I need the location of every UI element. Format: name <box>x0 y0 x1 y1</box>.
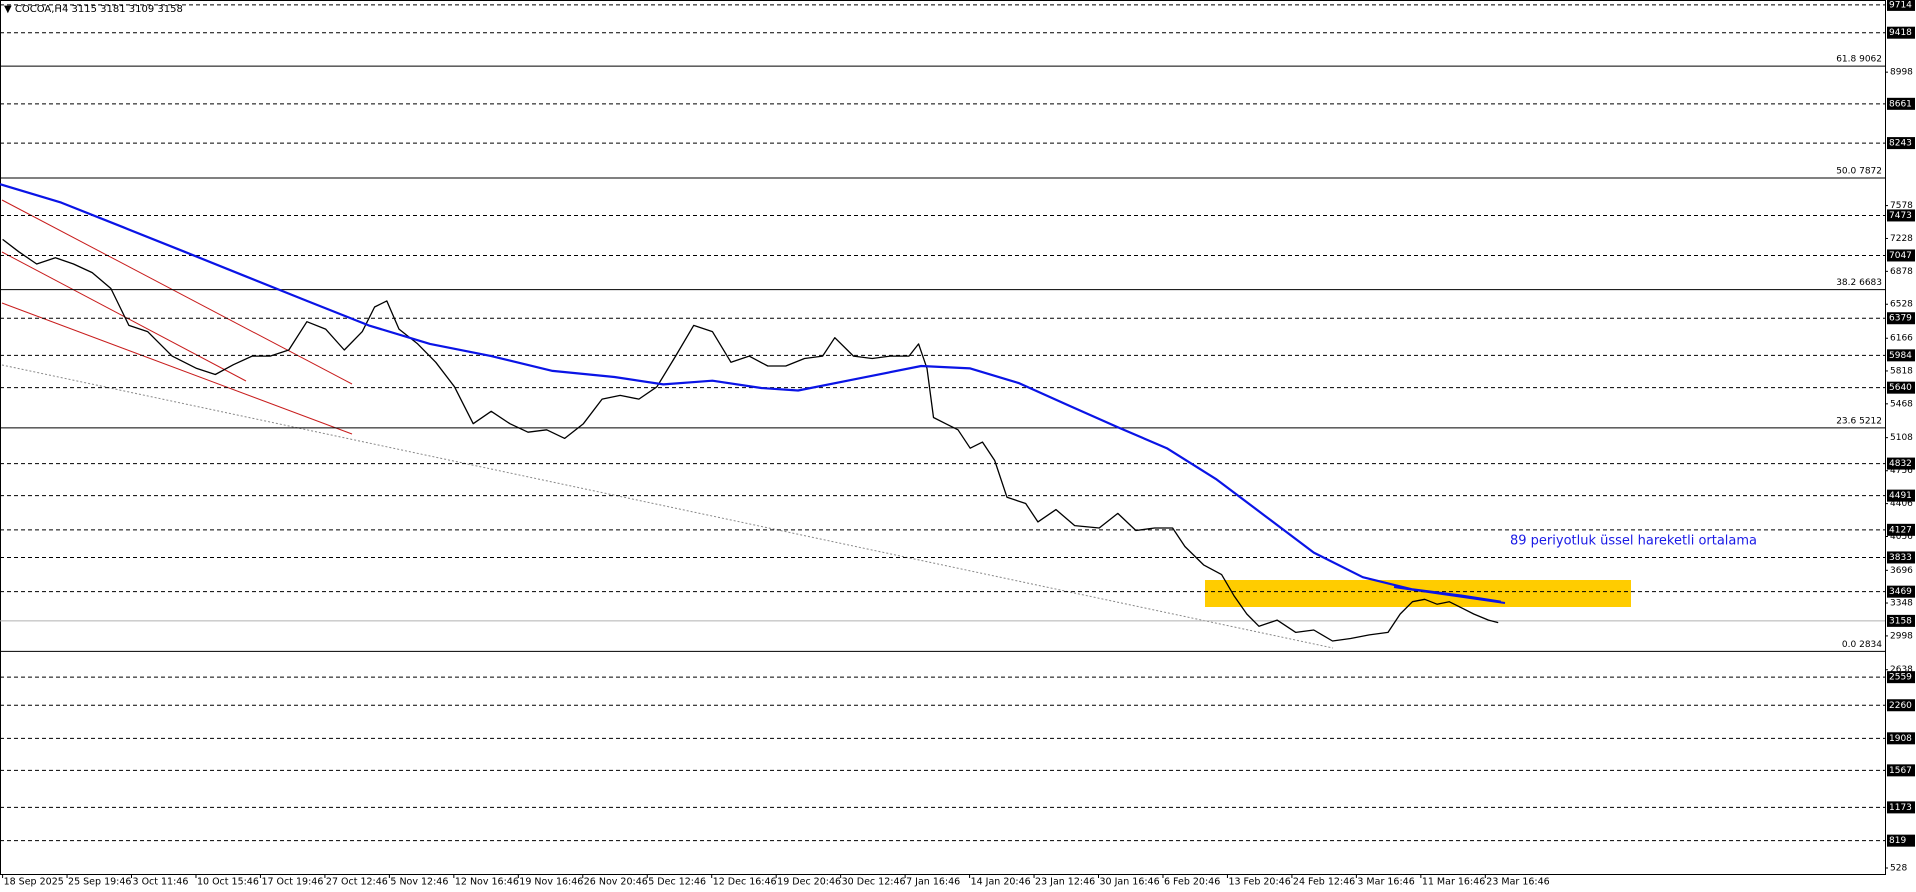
price-label-box <box>1887 489 1915 502</box>
price-label: 3469 <box>1889 587 1912 597</box>
price-label-box <box>1887 523 1915 536</box>
x-tick-label: 19 Dec 20:46 <box>777 877 841 888</box>
price-label: 1567 <box>1889 766 1912 776</box>
price-label-box <box>1887 97 1915 110</box>
x-tick-label: 14 Jan 20:46 <box>971 877 1031 888</box>
annotation: 89 periyotluk üssel hareketli ortalama <box>1510 534 1757 549</box>
channel-line <box>1 199 353 385</box>
price-line <box>2 238 1499 642</box>
price-label: 2559 <box>1889 673 1912 683</box>
price-label: 819 <box>1889 836 1906 846</box>
y-tick-label: 4406 <box>1890 499 1913 509</box>
x-tick-label: 24 Feb 12:46 <box>1293 877 1355 888</box>
y-tick-label: 4056 <box>1890 532 1913 542</box>
price-label: 5640 <box>1889 383 1912 393</box>
x-tick-label: 13 Feb 20:46 <box>1228 877 1290 888</box>
y-tick-label: 5468 <box>1890 399 1913 409</box>
trend-line <box>1 364 1334 649</box>
x-tick-label: 23 Mar 16:46 <box>1486 877 1549 888</box>
x-tick-label: 3 Oct 11:46 <box>133 877 189 888</box>
fib-label: 38.2 6683 <box>1836 278 1882 288</box>
price-label: 3158 <box>1889 616 1912 626</box>
price-label-box <box>1887 457 1915 470</box>
price-label-box <box>1887 732 1915 745</box>
x-tick-label: 23 Jan 12:46 <box>1035 877 1095 888</box>
x-tick-label: 17 Oct 19:46 <box>261 877 323 888</box>
price-label: 1173 <box>1889 803 1912 813</box>
price-label-box <box>1887 137 1915 150</box>
y-tick-label: 4756 <box>1890 466 1913 476</box>
price-label-box <box>1887 312 1915 325</box>
price-label-box <box>1887 249 1915 262</box>
price-label-box <box>1887 801 1915 814</box>
price-label-box <box>1887 381 1915 394</box>
price-label-box <box>1887 0 1915 11</box>
price-label-box <box>1887 614 1915 627</box>
resistance-zone <box>1205 580 1631 607</box>
price-label: 5984 <box>1889 351 1912 361</box>
price-label: 2260 <box>1889 701 1912 711</box>
price-label-box <box>1887 349 1915 362</box>
fib-label: 0.0 2834 <box>1842 640 1882 650</box>
y-tick-label: 528 <box>1890 863 1907 873</box>
fib-label: 61.8 9062 <box>1836 55 1882 65</box>
y-tick-label: 7228 <box>1890 234 1913 244</box>
price-label: 4491 <box>1889 491 1912 501</box>
x-tick-label: 25 Sep 19:46 <box>68 877 131 888</box>
price-label-box <box>1887 671 1915 684</box>
price-label-box <box>1887 209 1915 222</box>
price-label-box <box>1887 585 1915 598</box>
x-tick-label: 5 Nov 12:46 <box>390 877 448 888</box>
y-tick-label: 6166 <box>1890 334 1913 344</box>
y-tick-label: 6528 <box>1890 300 1913 310</box>
price-label: 3833 <box>1889 553 1912 563</box>
symbol-info: ▼ COCOA,H4 3115 3181 3109 3158 <box>4 4 183 15</box>
x-tick-label: 12 Dec 16:46 <box>713 877 777 888</box>
x-tick-label: 3 Mar 16:46 <box>1357 877 1414 888</box>
y-tick-label: 2998 <box>1890 631 1913 641</box>
price-label-box <box>1887 551 1915 564</box>
x-tick-label: 7 Jan 16:46 <box>906 877 960 888</box>
price-label: 9418 <box>1889 28 1912 38</box>
price-label: 4832 <box>1889 459 1912 469</box>
price-label: 7473 <box>1889 211 1912 221</box>
y-tick-label: 2638 <box>1890 665 1913 675</box>
x-tick-label: 30 Jan 16:46 <box>1100 877 1160 888</box>
fib-label: 50.0 7872 <box>1836 166 1882 176</box>
channel-line <box>1 302 353 435</box>
x-tick-label: 6 Feb 20:46 <box>1164 877 1220 888</box>
x-tick-label: 30 Dec 12:46 <box>842 877 906 888</box>
x-tick-label: 19 Nov 16:46 <box>519 877 583 888</box>
y-tick-label: 8998 <box>1890 68 1913 78</box>
price-label: 8243 <box>1889 139 1912 149</box>
price-label-box <box>1887 764 1915 777</box>
y-tick-label: 5108 <box>1890 433 1913 443</box>
y-tick-label: 6878 <box>1890 267 1913 277</box>
x-tick-label: 5 Dec 12:46 <box>648 877 706 888</box>
x-tick-label: 11 Mar 16:46 <box>1422 877 1485 888</box>
plot-frame <box>0 0 1886 875</box>
fib-label: 23.6 5212 <box>1836 416 1882 426</box>
y-tick-label: 7578 <box>1890 201 1913 211</box>
x-tick-label: 10 Oct 15:46 <box>197 877 259 888</box>
y-tick-label: 5818 <box>1890 366 1913 376</box>
price-label: 6379 <box>1889 314 1912 324</box>
x-tick-label: 26 Nov 20:46 <box>584 877 648 888</box>
price-label-box <box>1887 834 1915 847</box>
x-tick-label: 12 Nov 16:46 <box>455 877 519 888</box>
x-tick-label: 18 Sep 2025 <box>4 877 64 888</box>
y-tick-label: 3348 <box>1890 599 1913 609</box>
price-label-box <box>1887 26 1915 39</box>
price-label: 7047 <box>1889 251 1912 261</box>
price-label-box <box>1887 699 1915 712</box>
price-label: 9714 <box>1889 0 1912 10</box>
x-tick-label: 27 Oct 12:46 <box>326 877 388 888</box>
price-line <box>0 183 1501 603</box>
price-label: 4127 <box>1889 525 1912 535</box>
price-label: 1908 <box>1889 734 1912 744</box>
y-tick-label: 3696 <box>1890 566 1913 576</box>
price-label: 8661 <box>1889 99 1912 109</box>
